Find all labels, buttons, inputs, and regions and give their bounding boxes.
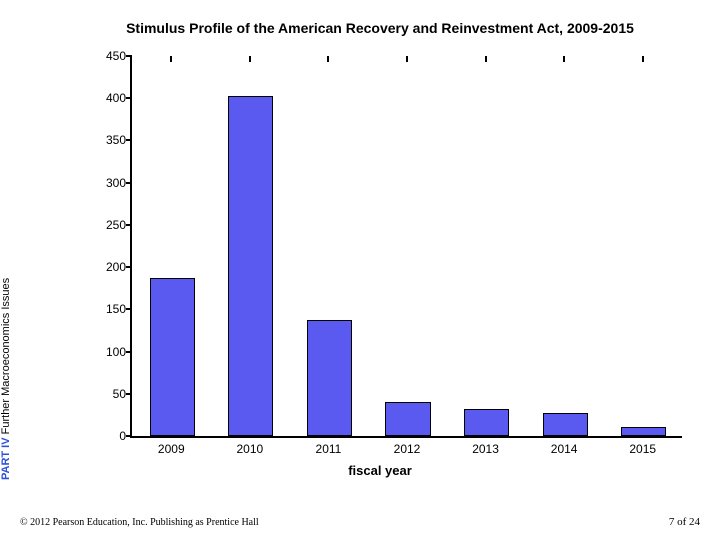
copyright-text: © 2012 Pearson Education, Inc. Publishin… bbox=[20, 517, 259, 528]
x-tick-mark bbox=[642, 56, 644, 62]
bar bbox=[150, 278, 195, 436]
bar bbox=[385, 402, 430, 436]
x-tick-label: 2015 bbox=[629, 436, 656, 456]
x-tick-mark bbox=[563, 56, 565, 62]
x-tick-mark bbox=[485, 56, 487, 62]
section-part-text: Further Macroeconomics Issues bbox=[0, 278, 12, 438]
plot-wrap: spending increase plus tax cut, billions… bbox=[60, 46, 700, 476]
bar bbox=[543, 413, 588, 436]
y-tick-mark bbox=[126, 55, 132, 57]
y-tick-mark bbox=[126, 139, 132, 141]
x-tick-label: 2014 bbox=[551, 436, 578, 456]
chart-container: Stimulus Profile of the American Recover… bbox=[60, 20, 700, 490]
x-tick-mark bbox=[249, 56, 251, 62]
section-part-prefix: PART IV bbox=[0, 437, 12, 480]
section-label: PART IV Further Macroeconomics Issues bbox=[0, 278, 12, 480]
x-tick-label: 2012 bbox=[394, 436, 421, 456]
x-tick-label: 2009 bbox=[158, 436, 185, 456]
y-tick-mark bbox=[126, 393, 132, 395]
bar bbox=[464, 409, 509, 436]
y-tick-mark bbox=[126, 435, 132, 437]
plot-inner bbox=[132, 56, 682, 436]
y-tick-mark bbox=[126, 308, 132, 310]
slide: PART IV Further Macroeconomics Issues St… bbox=[0, 0, 720, 540]
x-tick-label: 2010 bbox=[236, 436, 263, 456]
x-axis-label: fiscal year bbox=[348, 463, 412, 478]
y-tick-mark bbox=[126, 97, 132, 99]
y-tick-mark bbox=[126, 224, 132, 226]
x-tick-mark bbox=[406, 56, 408, 62]
y-tick-mark bbox=[126, 182, 132, 184]
y-tick-mark bbox=[126, 266, 132, 268]
plot-area: 0501001502002503003504004502009201020112… bbox=[130, 56, 682, 438]
x-tick-mark bbox=[170, 56, 172, 62]
x-tick-label: 2011 bbox=[316, 436, 342, 456]
bar bbox=[228, 96, 273, 436]
x-tick-mark bbox=[327, 56, 329, 62]
bar bbox=[621, 427, 666, 436]
chart-title: Stimulus Profile of the American Recover… bbox=[60, 20, 700, 36]
bar bbox=[307, 320, 352, 436]
y-tick-mark bbox=[126, 351, 132, 353]
page-number: 7 of 24 bbox=[669, 516, 700, 528]
x-tick-label: 2013 bbox=[472, 436, 499, 456]
